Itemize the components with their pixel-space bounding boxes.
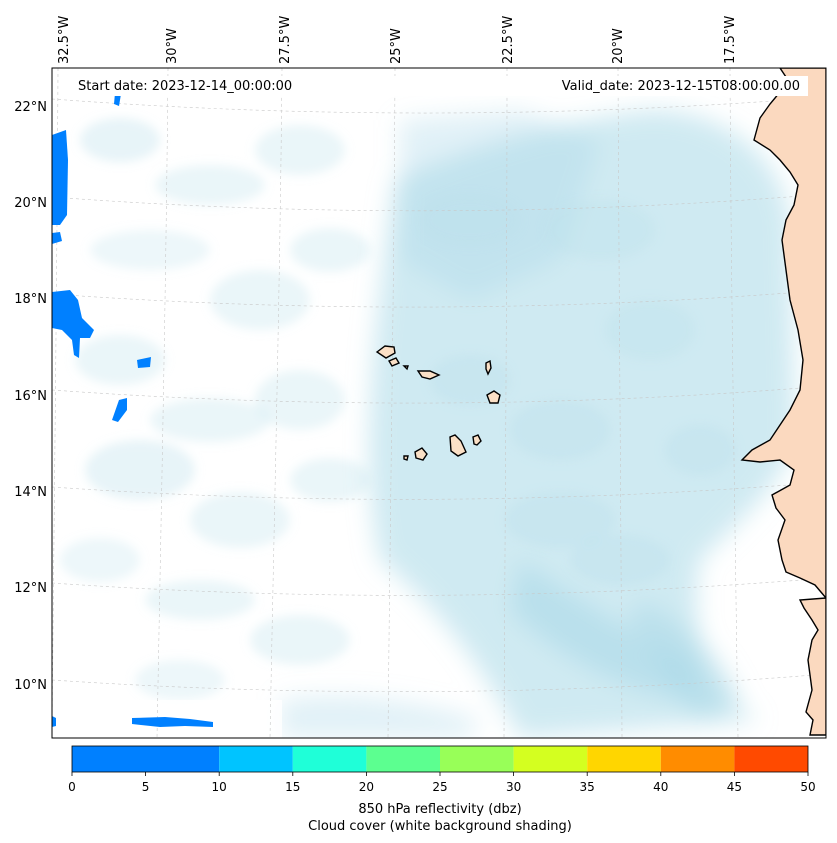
reflectivity-cells xyxy=(52,93,213,727)
colorbar-tick-label: 0 xyxy=(68,780,76,794)
colorbar-sublabel: Cloud cover (white background shading) xyxy=(308,819,572,834)
lon-label: 32.5°W xyxy=(57,16,72,64)
west-africa-coast xyxy=(740,68,826,736)
colorbar-bin xyxy=(660,746,735,772)
valid-date-label: Valid_date: 2023-12-15T08:00:00.00 xyxy=(562,79,800,94)
colorbar-tick-label: 30 xyxy=(506,780,521,794)
colorbar-bin xyxy=(734,746,808,772)
colorbar-bin xyxy=(513,746,588,772)
cloud-cover-shading xyxy=(52,110,795,738)
colorbar-bin xyxy=(587,746,661,772)
colorbar-tick-label: 35 xyxy=(580,780,595,794)
header-box xyxy=(70,76,808,96)
colorbar-tick-label: 15 xyxy=(285,780,300,794)
colorbar-tick-label: 50 xyxy=(800,780,815,794)
colorbar-tick-label: 10 xyxy=(212,780,227,794)
lon-label: 20°W xyxy=(611,28,626,64)
lat-label: 12°N xyxy=(14,581,47,596)
lat-label: 10°N xyxy=(14,678,47,693)
colorbar-tick-label: 20 xyxy=(359,780,374,794)
colorbar-label: 850 hPa reflectivity (dbz) xyxy=(358,802,521,817)
lon-label: 22.5°W xyxy=(501,16,516,64)
lat-label: 16°N xyxy=(14,389,47,404)
colorbar-tick-label: 25 xyxy=(432,780,447,794)
graticule-lines xyxy=(52,68,826,738)
lon-label: 17.5°W xyxy=(723,16,738,64)
colorbar-tick-label: 40 xyxy=(653,780,668,794)
lat-label: 14°N xyxy=(14,485,47,500)
lat-label: 18°N xyxy=(14,292,47,307)
lon-label: 27.5°W xyxy=(278,16,293,64)
longitude-labels: 32.5°W 30°W 27.5°W 25°W 22.5°W 20°W 17.5… xyxy=(57,16,738,64)
start-date-label: Start date: 2023-12-14_00:00:00 xyxy=(78,79,292,94)
lon-label: 30°W xyxy=(165,28,180,64)
map-border xyxy=(51,67,827,739)
cape-verde-islands xyxy=(375,345,501,461)
colorbar-tick-label: 45 xyxy=(727,780,742,794)
colorbar-bin xyxy=(292,746,367,772)
colorbar-ticks: 0 5 10 15 20 25 30 35 40 45 50 xyxy=(68,772,816,794)
lat-label: 22°N xyxy=(14,100,47,115)
latitude-labels: 22°N 20°N 18°N 16°N 14°N 12°N 10°N xyxy=(14,100,47,693)
lat-label: 20°N xyxy=(14,196,47,211)
colorbar-bin xyxy=(440,746,514,772)
colorbar-tick-label: 5 xyxy=(142,780,150,794)
colorbar-bin xyxy=(219,746,293,772)
colorbar xyxy=(72,746,808,772)
colorbar-bin xyxy=(72,746,220,772)
colorbar-bin xyxy=(366,746,440,772)
lon-label: 25°W xyxy=(389,28,404,64)
